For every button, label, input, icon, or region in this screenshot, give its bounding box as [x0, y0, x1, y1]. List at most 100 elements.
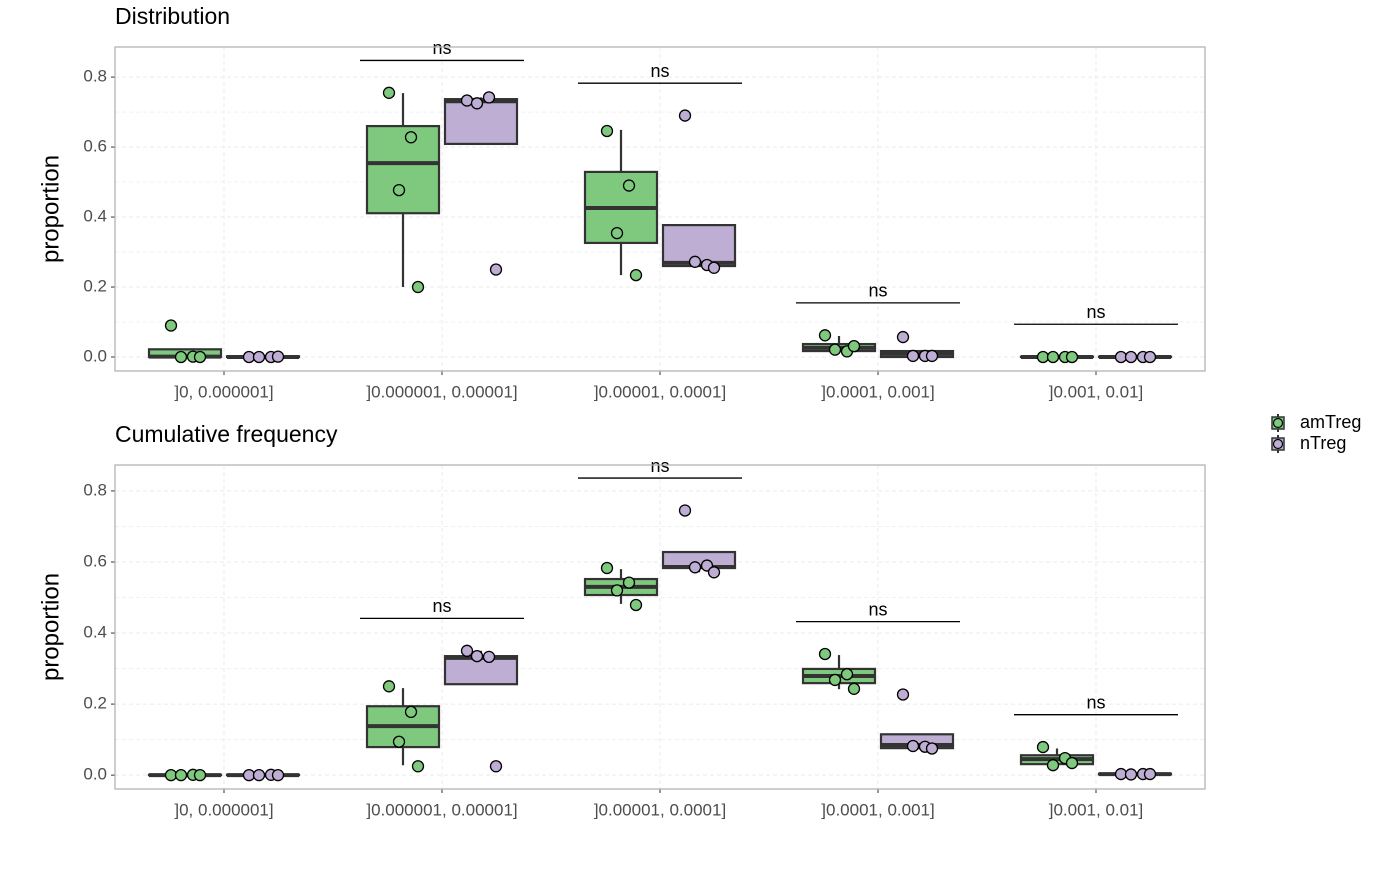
- point: [898, 332, 909, 343]
- point: [472, 651, 483, 662]
- point: [472, 98, 483, 109]
- point: [491, 264, 502, 275]
- point: [195, 352, 206, 363]
- point: [273, 351, 284, 362]
- annotation: ns: [1086, 302, 1105, 322]
- point: [680, 505, 691, 516]
- x-tick-label: ]0, 0.000001]: [174, 800, 273, 819]
- point: [384, 87, 395, 98]
- point: [413, 282, 424, 293]
- point: [176, 770, 187, 781]
- y-tick-label: 0.2: [83, 277, 107, 296]
- point: [898, 689, 909, 700]
- x-tick-label: ]0.000001, 0.00001]: [366, 382, 517, 401]
- point: [413, 761, 424, 772]
- point: [406, 706, 417, 717]
- point: [1126, 352, 1137, 363]
- y-tick-label: 0.2: [83, 694, 107, 713]
- legend-key-point: [1274, 440, 1283, 449]
- point: [842, 669, 853, 680]
- point: [1067, 758, 1078, 769]
- point: [631, 270, 642, 281]
- point: [254, 770, 265, 781]
- y-tick-label: 0.0: [83, 765, 107, 784]
- point: [394, 736, 405, 747]
- x-tick-label: ]0.001, 0.01]: [1049, 800, 1144, 819]
- point: [849, 683, 860, 694]
- point: [690, 562, 701, 573]
- point: [602, 125, 613, 136]
- y-tick-label: 0.6: [83, 137, 107, 156]
- x-tick-label: ]0.000001, 0.00001]: [366, 800, 517, 819]
- point: [1038, 352, 1049, 363]
- point: [254, 352, 265, 363]
- point: [908, 741, 919, 752]
- point: [176, 352, 187, 363]
- panel-title: Cumulative frequency: [115, 421, 338, 447]
- point: [1145, 769, 1156, 780]
- point: [602, 563, 613, 574]
- legend-label: nTreg: [1300, 433, 1346, 453]
- annotation: ns: [868, 599, 887, 619]
- y-tick-label: 0.4: [83, 623, 107, 642]
- point: [612, 585, 623, 596]
- point: [927, 743, 938, 754]
- point: [384, 681, 395, 692]
- y-tick-label: 0.8: [83, 480, 107, 499]
- point: [491, 761, 502, 772]
- point: [849, 341, 860, 352]
- legend-key-point: [1274, 419, 1283, 428]
- point: [820, 330, 831, 341]
- point: [484, 651, 495, 662]
- point: [927, 350, 938, 361]
- point: [484, 92, 495, 103]
- point: [166, 320, 177, 331]
- point: [624, 577, 635, 588]
- y-tick-label: 0.8: [83, 67, 107, 86]
- point: [394, 185, 405, 196]
- point: [462, 645, 473, 656]
- y-axis-label: proportion: [37, 573, 64, 681]
- point: [612, 228, 623, 239]
- point: [1048, 352, 1059, 363]
- x-tick-label: ]0.001, 0.01]: [1049, 382, 1144, 401]
- point: [820, 649, 831, 660]
- point: [830, 344, 841, 355]
- point: [273, 770, 284, 781]
- point: [624, 180, 635, 191]
- point: [1116, 352, 1127, 363]
- y-tick-label: 0.6: [83, 551, 107, 570]
- annotation: ns: [432, 596, 451, 616]
- x-tick-label: ]0.00001, 0.0001]: [594, 800, 726, 819]
- point: [1067, 352, 1078, 363]
- panel-title: Distribution: [115, 3, 230, 29]
- point: [462, 95, 473, 106]
- y-tick-label: 0.0: [83, 346, 107, 365]
- y-axis-label: proportion: [37, 155, 64, 263]
- box: [367, 126, 439, 213]
- point: [709, 262, 720, 273]
- point: [195, 770, 206, 781]
- annotation: ns: [650, 456, 669, 476]
- annotation: ns: [650, 61, 669, 81]
- point: [1048, 760, 1059, 771]
- legend-label: amTreg: [1300, 412, 1361, 432]
- annotation: ns: [1086, 692, 1105, 712]
- point: [690, 256, 701, 267]
- point: [406, 132, 417, 143]
- x-tick-label: ]0.0001, 0.001]: [821, 382, 934, 401]
- point: [631, 599, 642, 610]
- point: [680, 110, 691, 121]
- point: [1116, 769, 1127, 780]
- annotation: ns: [868, 281, 887, 301]
- point: [1038, 742, 1049, 753]
- point: [709, 567, 720, 578]
- x-tick-label: ]0.0001, 0.001]: [821, 800, 934, 819]
- point: [1126, 769, 1137, 780]
- point: [908, 350, 919, 361]
- annotation: ns: [432, 38, 451, 58]
- x-tick-label: ]0, 0.000001]: [174, 382, 273, 401]
- y-tick-label: 0.4: [83, 207, 107, 226]
- point: [1145, 352, 1156, 363]
